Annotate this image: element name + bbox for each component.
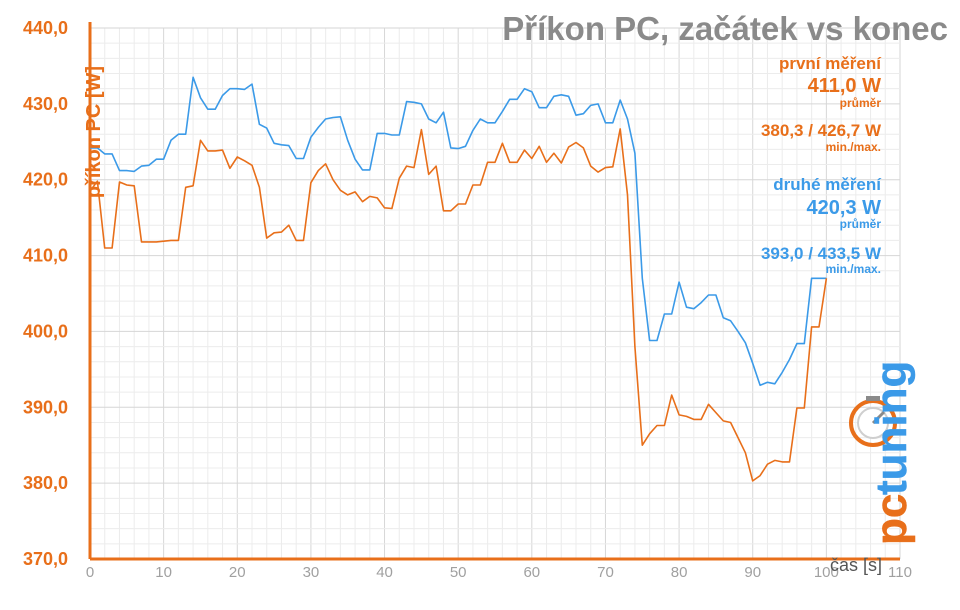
stopwatch-icon bbox=[849, 396, 897, 447]
chart-title: Příkon PC, začátek vs konec bbox=[502, 10, 948, 47]
x-tick-label: 70 bbox=[597, 564, 614, 581]
y-tick-label: 400,0 bbox=[23, 321, 68, 341]
series-2-average: 420,3 W bbox=[807, 197, 882, 219]
y-tick-label: 430,0 bbox=[23, 94, 68, 114]
chart-axes bbox=[88, 22, 900, 561]
x-tick-label: 110 bbox=[888, 564, 912, 581]
series-1-average-label: průměr bbox=[840, 96, 882, 110]
series-2-name: druhé měření bbox=[773, 175, 882, 194]
y-tick-label: 440,0 bbox=[23, 18, 68, 38]
x-tick-label: 0 bbox=[86, 564, 94, 581]
series-1-name: první měření bbox=[779, 54, 882, 73]
legend-series-1: první měření 411,0 W průměr 380,3 / 426,… bbox=[761, 54, 882, 154]
pctuning-logo: pc tuning bbox=[849, 360, 916, 545]
series-line-druhe-mereni bbox=[90, 76, 827, 387]
chart-series bbox=[89, 76, 828, 482]
series-2-minmax-label: min./max. bbox=[826, 262, 881, 276]
svg-text:tuning: tuning bbox=[867, 361, 916, 495]
x-tick-label: 60 bbox=[523, 564, 540, 581]
y-tick-label: 420,0 bbox=[23, 170, 68, 190]
series-1-minmax-label: min./max. bbox=[826, 140, 881, 154]
series-line-prvni-mereni bbox=[89, 128, 828, 482]
x-tick-label: 20 bbox=[229, 564, 246, 581]
series-1-minmax: 380,3 / 426,7 W bbox=[761, 121, 882, 140]
chart-grid bbox=[89, 27, 901, 560]
series-2-minmax: 393,0 / 433,5 W bbox=[761, 244, 882, 263]
x-tick-label: 80 bbox=[671, 564, 688, 581]
legend-series-2: druhé měření 420,3 W průměr 393,0 / 433,… bbox=[761, 175, 882, 276]
y-axis-label: příkon PC [W] bbox=[83, 66, 105, 198]
x-tick-label: 50 bbox=[450, 564, 467, 581]
x-tick-label: 30 bbox=[303, 564, 320, 581]
x-tick-label: 90 bbox=[744, 564, 761, 581]
x-tick-label: 100 bbox=[814, 564, 839, 581]
y-tick-label: 380,0 bbox=[23, 473, 68, 493]
series-1-average: 411,0 W bbox=[808, 75, 882, 97]
y-tick-label: 410,0 bbox=[23, 246, 68, 266]
x-tick-label: 10 bbox=[155, 564, 172, 581]
x-axis-label: čas [s] bbox=[830, 555, 882, 575]
x-tick-labels: 0 10 20 30 40 50 60 70 80 90 100 110 bbox=[86, 564, 912, 581]
y-tick-label: 390,0 bbox=[23, 397, 68, 417]
svg-text:pc: pc bbox=[867, 494, 916, 545]
y-tick-label: 370,0 bbox=[23, 549, 68, 569]
y-tick-labels: 370,0 380,0 390,0 400,0 410,0 420,0 430,0 440,0 bbox=[23, 18, 68, 569]
x-tick-label: 40 bbox=[376, 564, 393, 581]
series-2-average-label: průměr bbox=[840, 217, 882, 231]
